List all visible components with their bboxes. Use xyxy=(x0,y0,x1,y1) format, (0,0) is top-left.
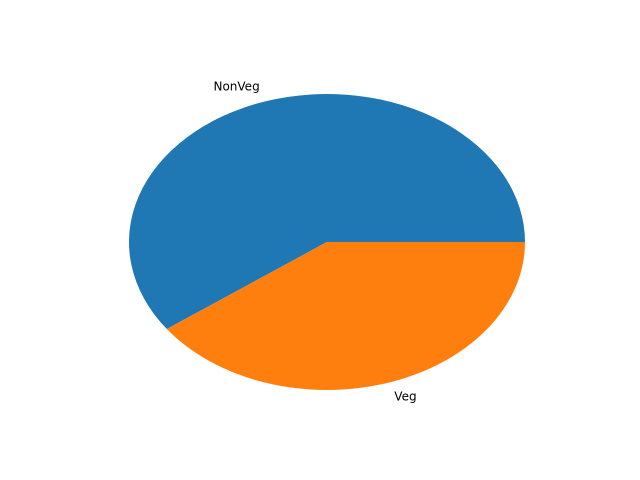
pie-label-nonveg: NonVeg xyxy=(213,80,259,94)
pie-labels: NonVeg Veg xyxy=(213,80,416,404)
pie-slices xyxy=(129,94,526,390)
pie-slice-nonveg xyxy=(129,94,526,329)
pie-label-veg: Veg xyxy=(394,389,416,403)
pie-slice-veg xyxy=(166,242,525,390)
